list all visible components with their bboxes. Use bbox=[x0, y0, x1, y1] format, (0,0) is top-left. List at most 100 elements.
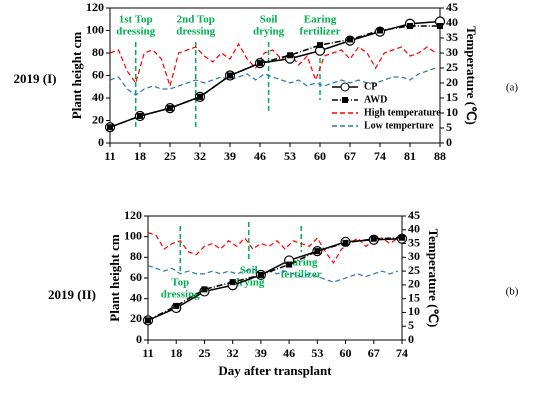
x-tick-label: 25 bbox=[164, 149, 176, 163]
y2-tick-label: 30 bbox=[408, 249, 420, 263]
y-tick-label: 20 bbox=[130, 311, 142, 325]
y-axis-label: Plant height cm bbox=[107, 234, 122, 322]
y2-tick-label: 20 bbox=[446, 75, 458, 89]
point bbox=[167, 105, 173, 112]
x-tick-label: 67 bbox=[368, 346, 380, 360]
y2-tick-label: 0 bbox=[408, 332, 414, 346]
point bbox=[286, 261, 293, 268]
y2-tick-label: 15 bbox=[446, 90, 458, 104]
y-tick-label: 80 bbox=[130, 249, 142, 263]
x-tick-label: 53 bbox=[311, 346, 323, 360]
point bbox=[347, 36, 353, 43]
y-tick-label: 100 bbox=[124, 228, 142, 242]
x-tick-label: 11 bbox=[104, 149, 115, 163]
annotation-text: fertilizer bbox=[300, 26, 341, 38]
y-tick-label: 60 bbox=[92, 67, 104, 81]
y-tick-label: 20 bbox=[92, 112, 104, 126]
y-tick-label: 80 bbox=[92, 45, 104, 59]
panel-label: (b) bbox=[506, 286, 519, 298]
series-line bbox=[147, 236, 403, 322]
y-tick-label: 100 bbox=[86, 22, 104, 36]
x-tick-label: 11 bbox=[142, 346, 153, 360]
x-tick-label: 32 bbox=[194, 149, 206, 163]
y2-tick-label: 15 bbox=[408, 290, 420, 304]
legend-marker bbox=[342, 97, 348, 103]
point bbox=[173, 302, 180, 309]
point bbox=[314, 248, 321, 255]
point bbox=[227, 72, 233, 79]
y2-tick-label: 40 bbox=[408, 222, 420, 236]
point bbox=[377, 27, 383, 34]
y2-tick-label: 35 bbox=[408, 235, 420, 249]
x-tick-label: 88 bbox=[434, 149, 446, 163]
y-tick-label: 0 bbox=[136, 332, 142, 346]
y2-tick-label: 10 bbox=[408, 304, 420, 318]
y-tick-label: 0 bbox=[98, 135, 104, 149]
annotation-text: dressing bbox=[116, 26, 155, 38]
annotation-text: dressing bbox=[176, 26, 215, 38]
x-tick-label: 67 bbox=[344, 149, 356, 163]
y2-tick-label: 20 bbox=[408, 277, 420, 291]
point bbox=[407, 23, 413, 29]
legend-label: CP bbox=[364, 81, 377, 92]
annotation-text: 1st Top bbox=[119, 14, 153, 26]
y2-tick-label: 45 bbox=[446, 0, 458, 14]
legend-label: High temperature bbox=[364, 107, 441, 118]
y-tick-label: 60 bbox=[130, 270, 142, 284]
y2-tick-label: 5 bbox=[408, 318, 414, 332]
y2-tick-label: 45 bbox=[408, 208, 420, 222]
y-tick-label: 120 bbox=[124, 208, 142, 222]
y2-axis-label: Temperature (℃) bbox=[426, 229, 441, 328]
y2-tick-label: 0 bbox=[446, 135, 452, 149]
x-tick-label: 18 bbox=[134, 149, 146, 163]
x-tick-label: 25 bbox=[198, 346, 210, 360]
y2-tick-label: 25 bbox=[446, 60, 458, 74]
point bbox=[257, 60, 263, 67]
point bbox=[145, 317, 151, 324]
series-line bbox=[109, 67, 436, 96]
x-tick-label: 60 bbox=[314, 149, 326, 163]
x-tick-label: 46 bbox=[254, 149, 266, 163]
point bbox=[342, 239, 349, 246]
x-tick-label: 32 bbox=[227, 346, 239, 360]
x-tick-label: 81 bbox=[404, 149, 416, 163]
point bbox=[197, 93, 203, 100]
annotation-text: Top bbox=[171, 277, 189, 289]
point bbox=[437, 23, 443, 29]
x-tick-label: 46 bbox=[283, 346, 295, 360]
annotation-text: Earing bbox=[304, 14, 337, 26]
annotation-text: 2nd Top bbox=[177, 14, 215, 26]
annotation-text: Soil bbox=[260, 14, 278, 26]
y2-axis-label: Temperature (℃) bbox=[464, 26, 479, 125]
x-tick-label: 39 bbox=[255, 346, 267, 360]
annotation-text: fertilizer bbox=[281, 269, 322, 281]
chart-title: 2019 (I) bbox=[14, 71, 57, 86]
x-tick-label: 53 bbox=[284, 149, 296, 163]
x-tick-label: 60 bbox=[340, 346, 352, 360]
x-tick-label: 74 bbox=[374, 149, 386, 163]
series-line bbox=[147, 231, 399, 264]
point bbox=[317, 42, 323, 49]
chart-title: 2019 (II) bbox=[48, 287, 96, 302]
point bbox=[137, 113, 143, 119]
series-line bbox=[147, 237, 403, 322]
point bbox=[399, 234, 405, 241]
legend-label: AWD bbox=[364, 94, 387, 105]
point bbox=[229, 279, 236, 286]
point bbox=[287, 52, 293, 59]
point bbox=[370, 235, 377, 242]
series-line bbox=[109, 42, 437, 89]
legend-marker bbox=[340, 82, 350, 92]
y2-tick-label: 30 bbox=[446, 45, 458, 59]
y2-tick-label: 10 bbox=[446, 105, 458, 119]
y2-tick-label: 40 bbox=[446, 15, 458, 29]
annotation-text: drying bbox=[253, 26, 285, 38]
y2-tick-label: 5 bbox=[446, 120, 452, 134]
y2-tick-label: 35 bbox=[446, 30, 458, 44]
x-tick-label: 39 bbox=[224, 149, 236, 163]
panel-label: (a) bbox=[506, 82, 519, 94]
point bbox=[107, 124, 113, 131]
annotation-text: Soil bbox=[240, 265, 258, 277]
x-tick-label: 74 bbox=[396, 346, 408, 360]
